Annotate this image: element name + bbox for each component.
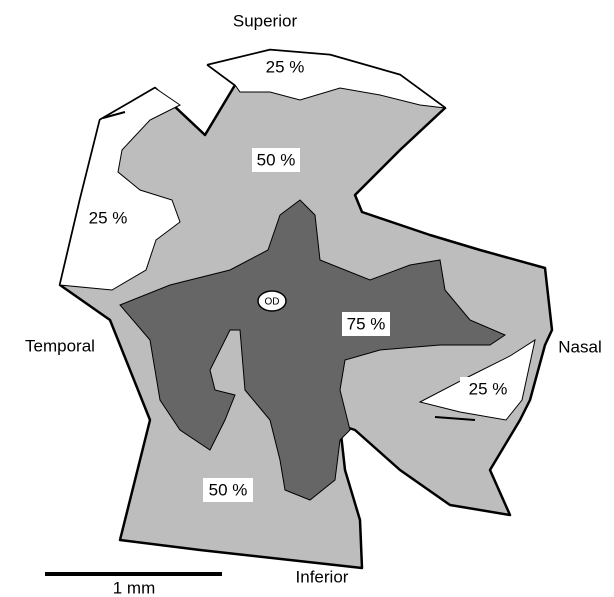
region-label: 25 % <box>266 57 305 76</box>
scale-bar-label: 1 mm <box>113 578 156 597</box>
region-label: 25 % <box>469 379 508 398</box>
inferior-label: Inferior <box>296 567 349 586</box>
optic-disc-label: OD <box>265 297 280 308</box>
retina-diagram: OD Superior Inferior Temporal Nasal 25 %… <box>0 0 614 597</box>
superior-label: Superior <box>233 11 298 30</box>
region-label: 75 % <box>347 314 386 333</box>
temporal-label: Temporal <box>25 336 95 355</box>
nasal-label: Nasal <box>558 337 601 356</box>
region-label: 50 % <box>257 150 296 169</box>
region-label: 50 % <box>209 480 248 499</box>
region-label: 25 % <box>89 208 128 227</box>
